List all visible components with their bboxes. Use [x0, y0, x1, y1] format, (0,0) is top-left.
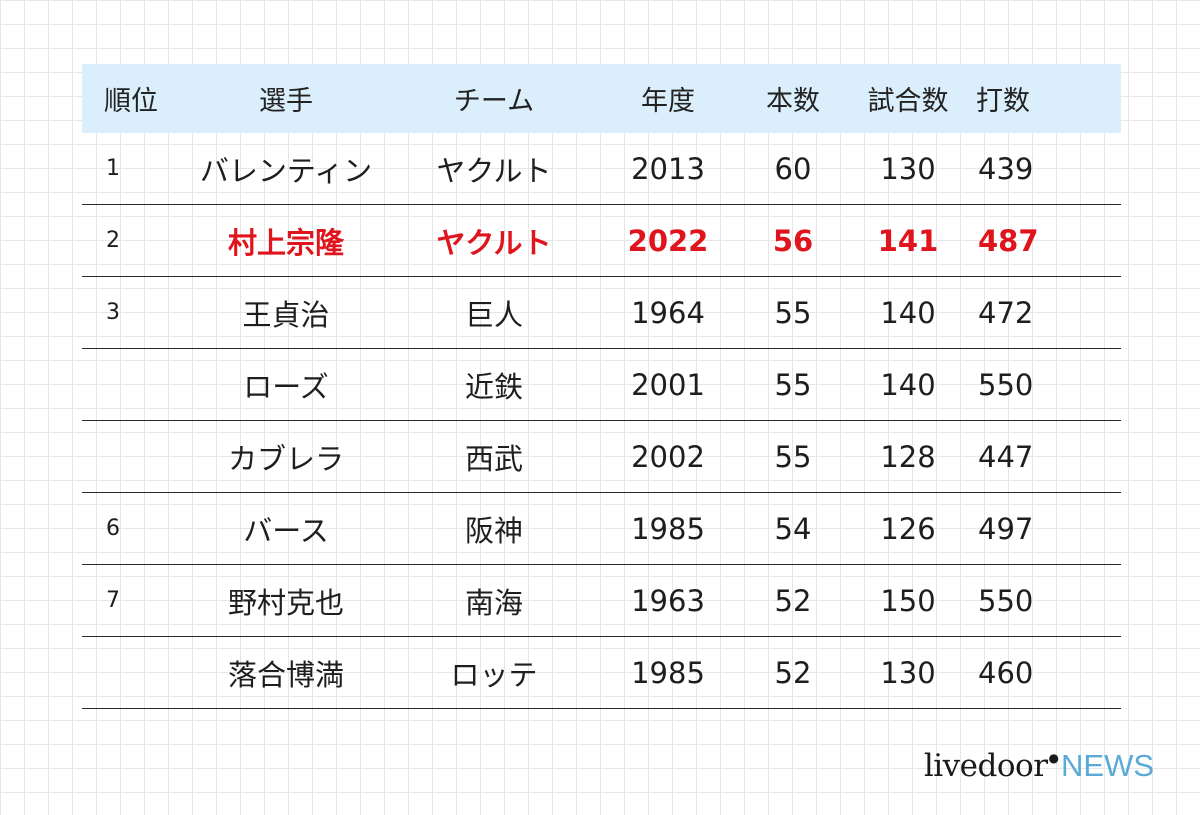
- cell-homeruns: 52: [738, 636, 848, 709]
- cell-team: ロッテ: [390, 636, 598, 709]
- home-run-ranking-table: 順位 選手 チーム 年度 本数 試合数 打数 1 バレンティン ヤクルト 201…: [82, 64, 1121, 709]
- cell-at-bats: 550: [968, 564, 1121, 637]
- logo-news-text: NEWS: [1061, 748, 1154, 783]
- cell-at-bats: 497: [968, 492, 1121, 565]
- cell-at-bats: 439: [968, 133, 1121, 205]
- table-row: 1 バレンティン ヤクルト 2013 60 130 439: [82, 133, 1121, 205]
- header-rank: 順位: [104, 86, 158, 117]
- cell-at-bats: 460: [968, 636, 1121, 709]
- logo-dot-icon: ●: [1048, 751, 1059, 765]
- cell-player: 王貞治: [182, 276, 390, 349]
- cell-player: 野村克也: [182, 564, 390, 637]
- cell-rank: [82, 420, 182, 493]
- cell-games: 150: [848, 564, 968, 637]
- header-games: 試合数: [867, 86, 949, 117]
- cell-games: 140: [848, 348, 968, 421]
- cell-at-bats: 447: [968, 420, 1121, 493]
- cell-player: 村上宗隆: [182, 204, 390, 277]
- header-homeruns: 本数: [766, 86, 820, 117]
- cell-year: 1963: [598, 564, 738, 637]
- table-row: カブレラ 西武 2002 55 128 447: [82, 420, 1121, 493]
- cell-rank: [82, 348, 182, 421]
- cell-homeruns: 55: [738, 276, 848, 349]
- cell-rank: 6: [82, 492, 182, 565]
- table-header-row: 順位 選手 チーム 年度 本数 試合数 打数: [82, 64, 1121, 133]
- cell-games: 126: [848, 492, 968, 565]
- cell-homeruns: 55: [738, 420, 848, 493]
- table-row: 落合博満 ロッテ 1985 52 130 460: [82, 636, 1121, 709]
- cell-homeruns: 55: [738, 348, 848, 421]
- livedoor-news-logo: livedoor●NEWS: [924, 738, 1154, 786]
- ranking-table-container: 順位 選手 チーム 年度 本数 試合数 打数 1 バレンティン ヤクルト 201…: [82, 64, 1121, 709]
- cell-homeruns: 60: [738, 133, 848, 205]
- cell-at-bats: 550: [968, 348, 1121, 421]
- cell-team: 南海: [390, 564, 598, 637]
- cell-rank: 3: [82, 276, 182, 349]
- cell-team: 西武: [390, 420, 598, 493]
- cell-rank: 7: [82, 564, 182, 637]
- table-row-highlighted: 2 村上宗隆 ヤクルト 2022 56 141 487: [82, 204, 1121, 277]
- cell-player: カブレラ: [182, 420, 390, 493]
- cell-year: 2022: [598, 204, 738, 277]
- cell-rank: [82, 636, 182, 709]
- cell-rank: 2: [82, 204, 182, 277]
- cell-team: ヤクルト: [390, 204, 598, 277]
- cell-at-bats: 487: [968, 204, 1121, 277]
- table-row: ローズ 近鉄 2001 55 140 550: [82, 348, 1121, 421]
- cell-player: バレンティン: [182, 133, 390, 205]
- cell-player: ローズ: [182, 348, 390, 421]
- cell-year: 1964: [598, 276, 738, 349]
- cell-team: 近鉄: [390, 348, 598, 421]
- cell-year: 1985: [598, 636, 738, 709]
- cell-team: 阪神: [390, 492, 598, 565]
- cell-player: バース: [182, 492, 390, 565]
- header-year: 年度: [641, 86, 695, 117]
- table-row: 7 野村克也 南海 1963 52 150 550: [82, 564, 1121, 637]
- cell-team: ヤクルト: [390, 133, 598, 205]
- table-row: 3 王貞治 巨人 1964 55 140 472: [82, 276, 1121, 349]
- header-team: チーム: [453, 86, 535, 117]
- header-at-bats: 打数: [976, 86, 1030, 117]
- cell-year: 1985: [598, 492, 738, 565]
- cell-games: 130: [848, 636, 968, 709]
- cell-games: 140: [848, 276, 968, 349]
- cell-team: 巨人: [390, 276, 598, 349]
- cell-homeruns: 54: [738, 492, 848, 565]
- cell-games: 130: [848, 133, 968, 205]
- cell-player: 落合博満: [182, 636, 390, 709]
- logo-livedoor-text: livedoor: [923, 748, 1048, 784]
- cell-year: 2013: [598, 133, 738, 205]
- cell-homeruns: 52: [738, 564, 848, 637]
- cell-at-bats: 472: [968, 276, 1121, 349]
- cell-year: 2002: [598, 420, 738, 493]
- table-row: 6 バース 阪神 1985 54 126 497: [82, 492, 1121, 565]
- cell-year: 2001: [598, 348, 738, 421]
- cell-games: 141: [848, 204, 968, 277]
- cell-homeruns: 56: [738, 204, 848, 277]
- header-player: 選手: [259, 86, 313, 117]
- cell-rank: 1: [82, 133, 182, 205]
- cell-games: 128: [848, 420, 968, 493]
